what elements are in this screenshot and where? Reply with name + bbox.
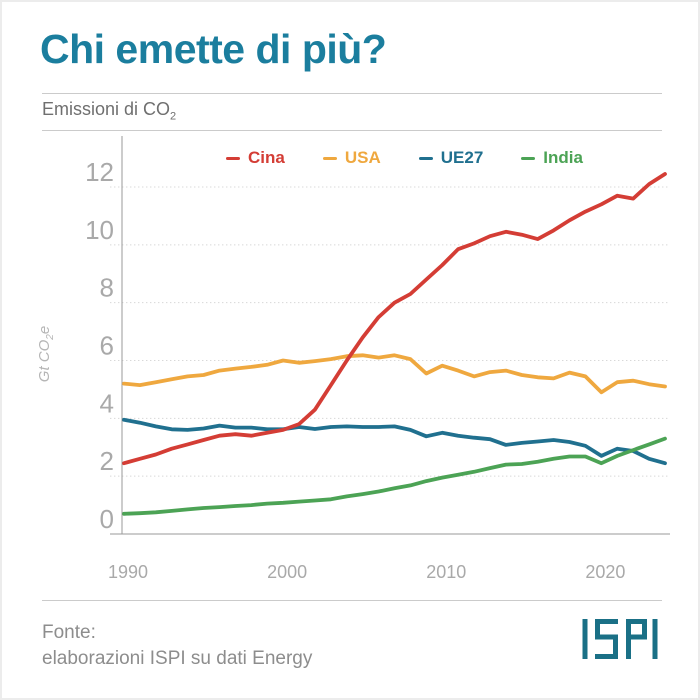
legend-item-ue27: UE27 [418, 148, 484, 168]
divider-top [42, 93, 662, 94]
legend-label-usa: USA [344, 148, 381, 167]
series-line-usa [122, 353, 667, 395]
subtitle-text: Emissioni di CO [42, 99, 171, 119]
x-tick-label: 2020 [585, 562, 625, 582]
source-line-1: Fonte: [42, 622, 96, 643]
legend-label-cina: Cina [248, 148, 285, 167]
source-line-2: elaborazioni ISPI su dati Energy [42, 648, 313, 669]
logo-letter-p [626, 619, 647, 659]
legend-label-ue27: UE27 [440, 148, 484, 167]
logo-letter-s [595, 619, 618, 659]
legend-item-cina: Cina [226, 148, 285, 168]
divider-subtitle [42, 130, 662, 131]
x-tick-label: 1990 [108, 562, 148, 582]
y-tick-label: 8 [100, 273, 114, 303]
y-tick-label: 10 [85, 215, 114, 245]
india-line-swatch-icon [521, 156, 536, 160]
chart-legend: Cina USA UE27 India [122, 148, 677, 168]
y-tick-label: 6 [100, 331, 114, 361]
x-tick-label: 2010 [426, 562, 466, 582]
usa-line-swatch-icon [322, 156, 337, 160]
y-tick-label: 12 [85, 157, 114, 187]
ispi-logo [582, 619, 658, 659]
y-tick-label: 2 [100, 446, 114, 476]
series-line-cina [122, 172, 667, 466]
legend-label-india: India [543, 148, 583, 167]
y-tick-label: 0 [100, 504, 114, 534]
subtitle-subscript: 2 [170, 110, 177, 123]
series-line-ue27 [122, 417, 667, 466]
x-tick-label: 2000 [267, 562, 307, 582]
cina-line-swatch-icon [226, 156, 241, 160]
y-tick-label: 4 [100, 388, 114, 418]
ue27-line-swatch-icon [418, 156, 433, 160]
page-title: Chi emette di più? [40, 26, 387, 72]
divider-footer [42, 600, 662, 601]
source-note: Fonte: elaborazioni ISPI su dati Energy [42, 620, 312, 672]
chart-subtitle: Emissioni di CO2 [42, 99, 176, 123]
series-line-india [122, 436, 667, 516]
legend-item-usa: USA [322, 148, 381, 168]
legend-item-india: India [521, 148, 583, 168]
